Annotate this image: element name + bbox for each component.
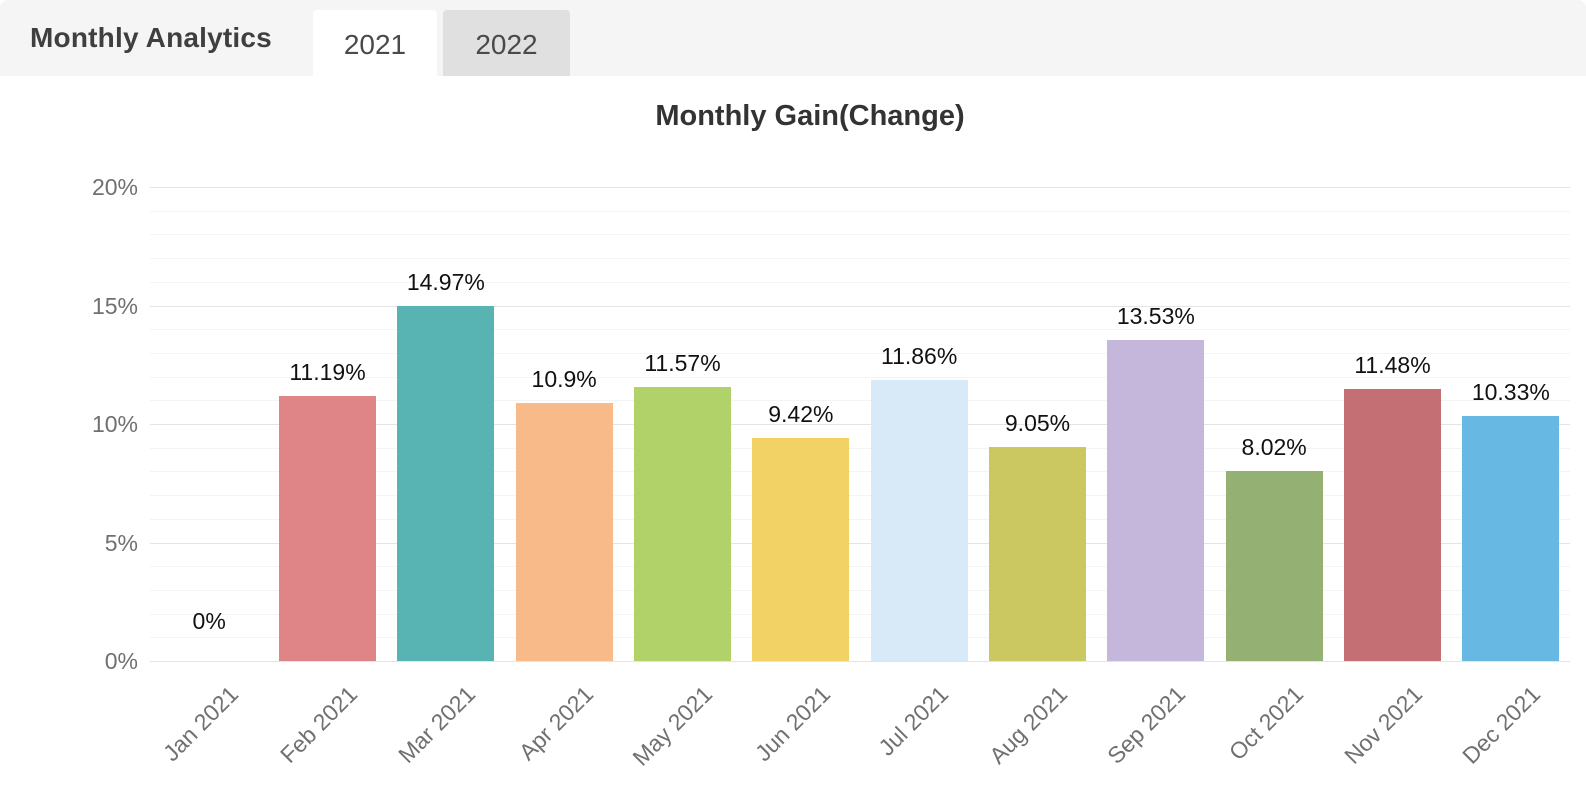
x-axis-label: Apr 2021: [513, 680, 599, 766]
page-title: Monthly Analytics: [30, 22, 272, 53]
gridline: [150, 542, 1570, 544]
y-axis-label: 10%: [91, 411, 138, 437]
bar-feb-2021[interactable]: [279, 395, 376, 661]
bar-apr-2021[interactable]: [515, 402, 613, 661]
gridline: [150, 613, 1570, 615]
bar-dec-2021[interactable]: [1462, 416, 1560, 661]
gridline: [150, 495, 1570, 497]
y-axis-label: 5%: [104, 529, 138, 556]
gridline: [150, 329, 1570, 331]
gridline: [150, 424, 1570, 425]
gridline: [150, 281, 1570, 283]
gridline: [150, 305, 1570, 307]
gridline: [150, 471, 1570, 473]
bar-jul-2021[interactable]: [870, 379, 968, 661]
gridline: [150, 234, 1570, 236]
bar-may-2021[interactable]: [634, 386, 731, 661]
bar-nov-2021[interactable]: [1344, 388, 1441, 661]
x-axis-label: Sep 2021: [1101, 680, 1191, 769]
gridline: [150, 589, 1570, 591]
y-axis-label: 15%: [91, 292, 138, 319]
y-axis-label: 0%: [104, 648, 138, 674]
tab-2022[interactable]: 2022: [443, 10, 570, 79]
chart-title: Monthly Gain(Change): [655, 100, 965, 132]
gridline: [150, 661, 1570, 662]
bar-value-label: 11.19%: [289, 358, 366, 385]
bar-value-label: 10.9%: [531, 365, 597, 392]
gridline: [150, 447, 1570, 449]
gridline: [150, 566, 1570, 568]
x-axis-label: Nov 2021: [1338, 680, 1427, 769]
tab-2021[interactable]: 2021: [313, 10, 437, 79]
x-axis-label: May 2021: [626, 680, 717, 771]
x-axis-label: Jul 2021: [873, 680, 954, 761]
bar-sep-2021[interactable]: [1107, 340, 1205, 661]
y-axis-label: 20%: [91, 174, 138, 200]
gridline: [150, 637, 1570, 639]
bar-value-label: 14.97%: [406, 269, 485, 296]
bar-value-label: 0%: [192, 608, 226, 634]
gridline: [150, 400, 1570, 402]
x-axis-label: Jan 2021: [158, 680, 244, 767]
x-axis-label: Oct 2021: [1223, 680, 1309, 766]
bar-value-label: 8.02%: [1241, 433, 1307, 460]
bar-value-label: 9.42%: [768, 400, 834, 427]
bar-oct-2021[interactable]: [1225, 470, 1323, 661]
bar-value-label: 11.57%: [644, 349, 721, 376]
bar-value-label: 13.53%: [1116, 303, 1195, 330]
bar-aug-2021[interactable]: [989, 446, 1086, 661]
gridline: [150, 518, 1570, 520]
x-axis-label: Jun 2021: [749, 680, 836, 767]
gridline: [150, 376, 1570, 378]
header-bar: Monthly Analytics 2021 2022: [0, 0, 1586, 79]
chart-area: Monthly Gain(Change) 0% 5% 10% 15% 20% 0% Jan …: [0, 76, 1586, 810]
bar-value-label: 10.33%: [1471, 379, 1550, 406]
bar-value-label: 9.05%: [1004, 409, 1071, 436]
x-axis-label: Aug 2021: [983, 680, 1072, 769]
bar-value-label: 11.86%: [881, 342, 958, 369]
gridline: [150, 187, 1570, 188]
bar-value-label: 11.48%: [1354, 351, 1431, 378]
x-axis-label: Dec 2021: [1457, 680, 1546, 769]
bar-mar-2021[interactable]: [397, 306, 495, 661]
bar-jun-2021[interactable]: [752, 437, 850, 661]
gridline: [150, 258, 1570, 260]
x-axis-label: Mar 2021: [392, 680, 481, 768]
gridline: [150, 352, 1570, 354]
x-axis-label: Feb 2021: [274, 680, 362, 768]
gridline: [150, 210, 1570, 212]
